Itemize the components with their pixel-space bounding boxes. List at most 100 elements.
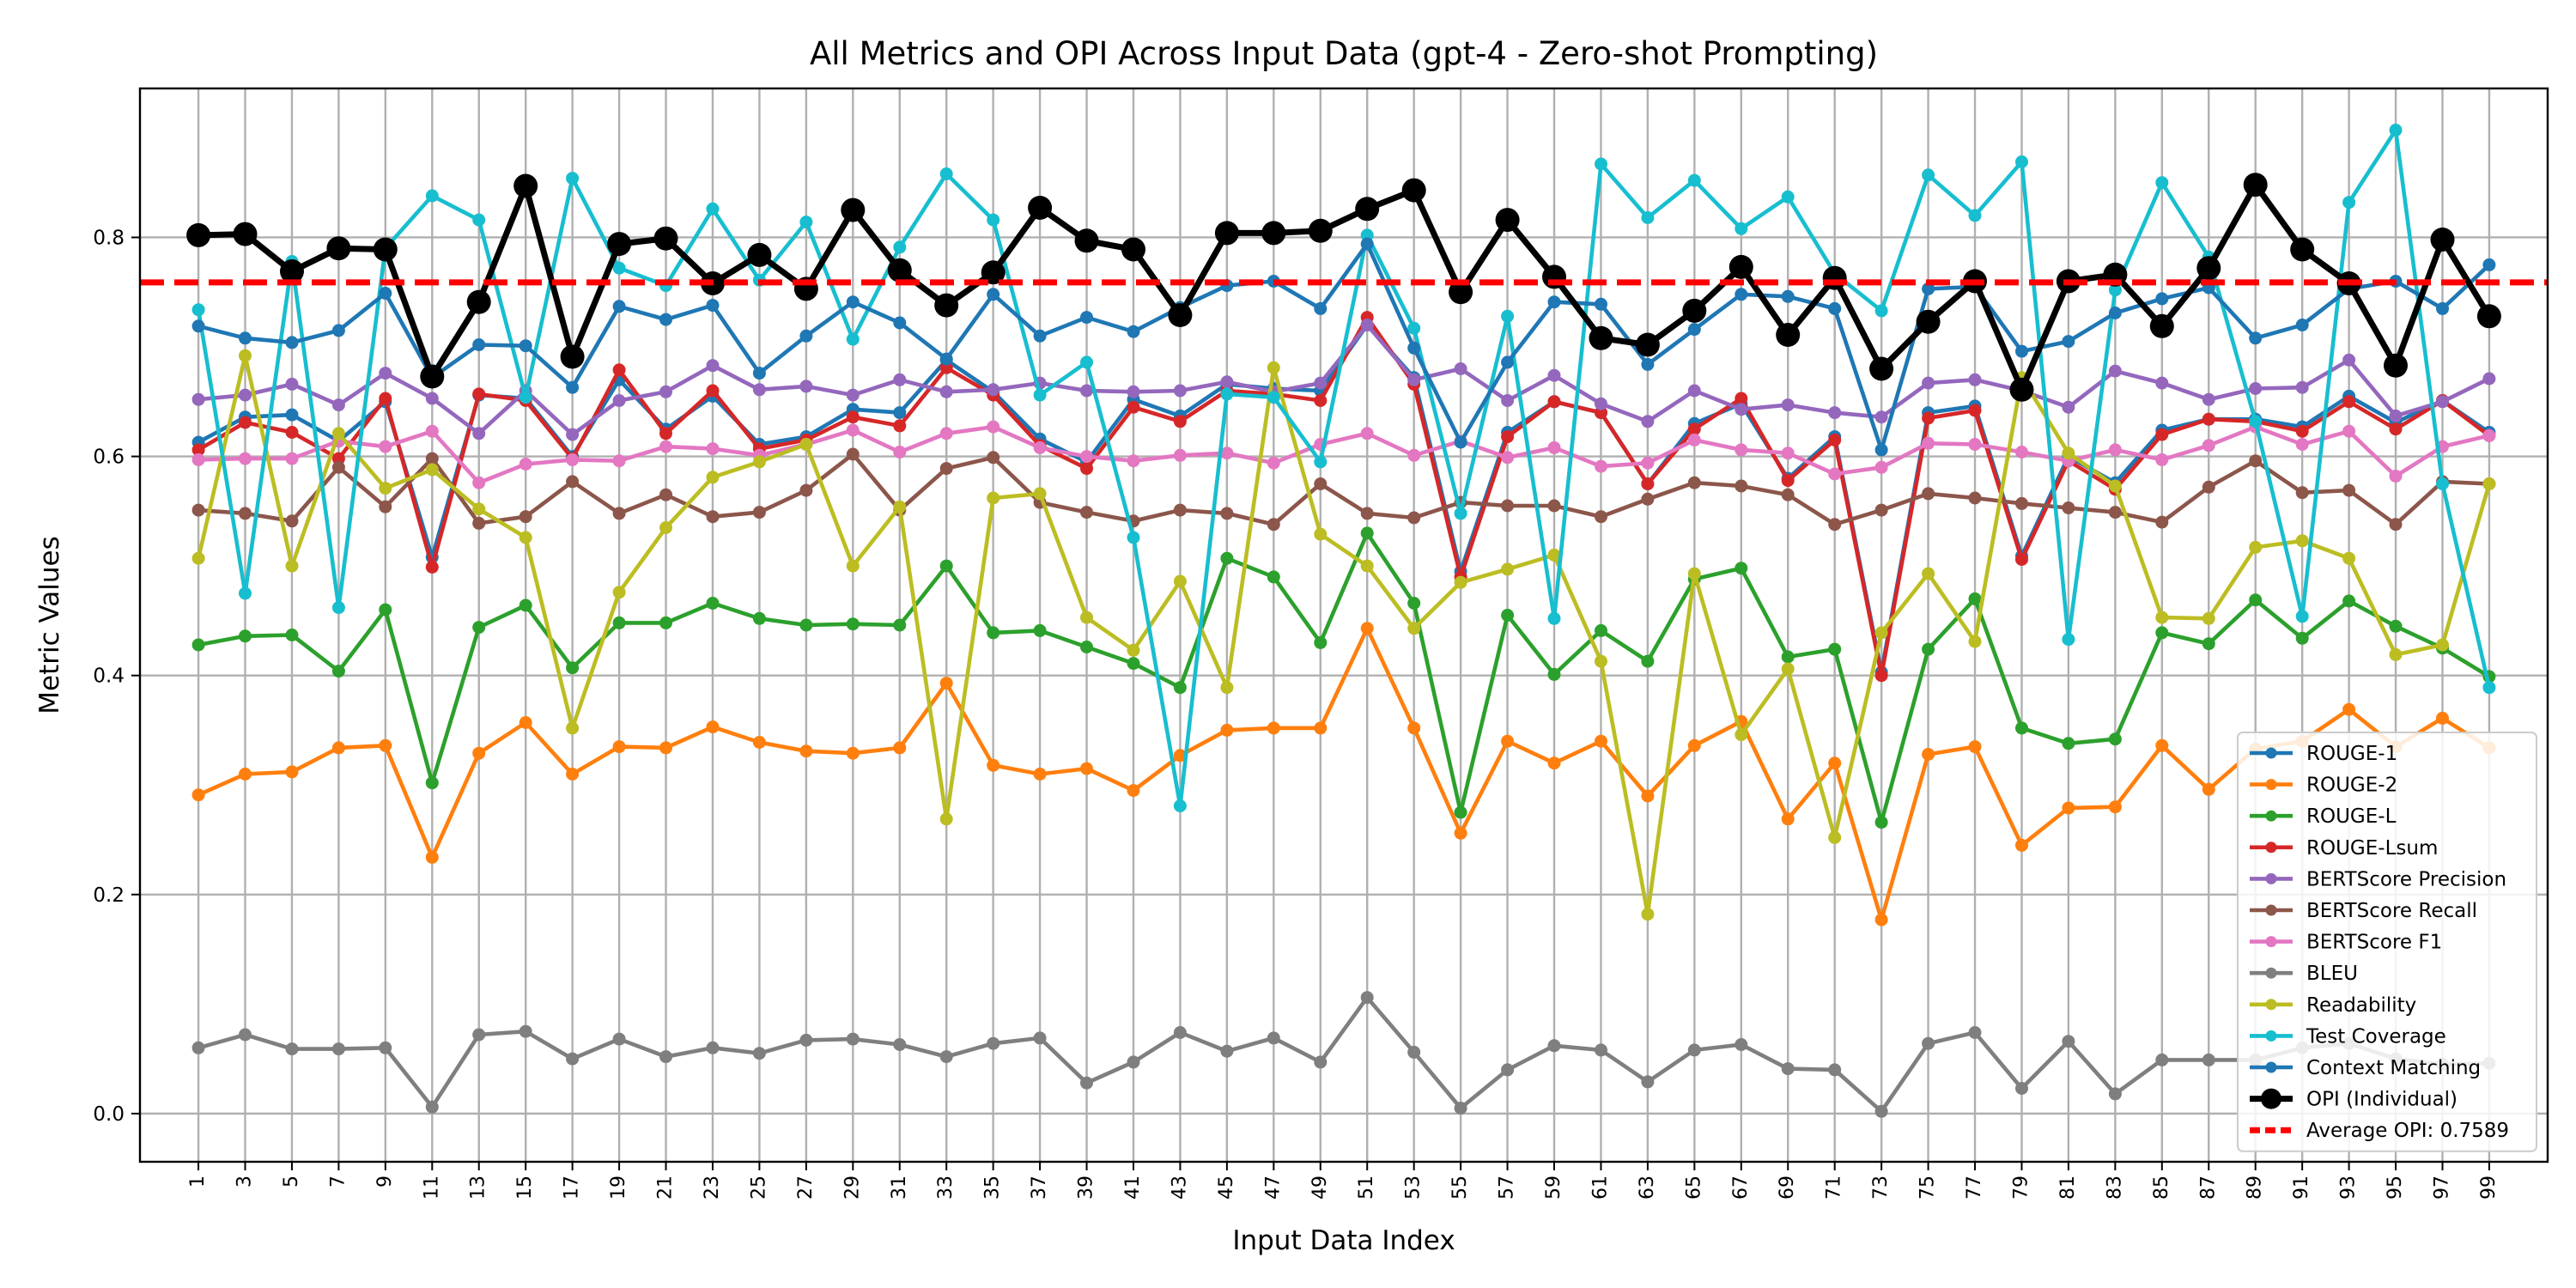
data-point-readability [1874, 626, 1888, 640]
data-point-context-matching [1407, 341, 1421, 355]
data-point-rouge-2 [939, 677, 953, 690]
data-point-bertscore-f1 [1220, 447, 1234, 460]
data-point-test-coverage [987, 213, 1000, 227]
data-point-rouge-lsum [893, 419, 907, 433]
data-point-bertscore-precision [2155, 376, 2169, 390]
legend-entry-average-opi-0-7589: Average OPI: 0.7589 [2250, 1120, 2509, 1142]
y-axis-label: Metric Values [34, 536, 65, 714]
data-point-bertscore-recall [519, 510, 532, 524]
x-axis-label: Input Data Index [1232, 1225, 1455, 1256]
data-point-test-coverage [2155, 176, 2169, 190]
data-point-rouge-1 [893, 406, 907, 420]
legend-entry-bleu: BLEU [2250, 963, 2358, 985]
data-point-context-matching [2249, 331, 2263, 345]
y-tick-label: 0.2 [93, 884, 125, 907]
data-point-test-coverage [1547, 611, 1561, 625]
data-point-bertscore-f1 [1080, 450, 1093, 464]
data-point-readability [519, 531, 532, 544]
data-point-readability [612, 586, 626, 599]
data-point-readability [1547, 548, 1561, 562]
series-line-readability [196, 353, 2492, 916]
data-point-rouge-lsum [1828, 433, 1842, 447]
x-tick-label: 27 [795, 1176, 817, 1200]
data-point-test-coverage [191, 303, 205, 317]
data-point-rouge-2 [659, 741, 672, 755]
legend-marker [2265, 747, 2277, 759]
data-point-opi-individual [513, 173, 538, 198]
data-point-context-matching [239, 331, 252, 345]
data-point-readability [2249, 540, 2263, 554]
data-point-readability [1922, 567, 1935, 580]
data-point-bertscore-f1 [191, 453, 205, 466]
data-point-bertscore-recall [566, 475, 580, 489]
x-tick-label: 95 [2385, 1176, 2406, 1200]
data-point-bertscore-f1 [846, 423, 860, 437]
data-point-readability [2436, 638, 2449, 652]
data-point-bertscore-f1 [1360, 427, 1374, 440]
data-point-opi-individual [1682, 298, 1707, 323]
data-point-bleu [191, 1041, 205, 1054]
data-point-rouge-2 [191, 788, 205, 802]
data-point-bertscore-precision [1407, 373, 1421, 386]
data-point-bertscore-recall [1220, 507, 1234, 520]
data-point-test-coverage [893, 240, 907, 254]
data-point-opi-individual [2476, 304, 2501, 329]
data-point-rouge-2 [987, 758, 1000, 772]
data-point-bertscore-recall [1080, 506, 1093, 519]
data-point-readability [1454, 575, 1467, 589]
series-line-test-coverage [196, 128, 2492, 808]
legend-entry-bertscore-f1: BERTScore F1 [2250, 932, 2442, 954]
series-line-context-matching [197, 241, 2491, 453]
data-point-readability [1501, 562, 1515, 576]
data-point-bertscore-precision [1314, 376, 1327, 390]
data-point-readability [799, 438, 813, 451]
data-point-opi-individual [1449, 280, 1473, 305]
data-point-bertscore-f1 [1874, 460, 1888, 474]
data-point-bertscore-precision [191, 392, 205, 406]
x-tick-label: 3 [234, 1176, 256, 1188]
data-point-context-matching [1828, 301, 1842, 315]
data-point-bertscore-recall [379, 500, 392, 513]
data-point-bertscore-precision [1781, 398, 1795, 412]
data-point-context-matching [379, 287, 392, 300]
data-point-bertscore-recall [659, 488, 672, 501]
data-point-readability [566, 721, 580, 735]
data-point-rouge-2 [2436, 711, 2449, 725]
x-tick-label: 75 [1917, 1176, 1939, 1200]
data-point-rouge-lsum [239, 416, 252, 429]
series-line-rouge-l [197, 531, 2491, 824]
data-point-context-matching [191, 319, 205, 333]
x-tick-label: 19 [608, 1176, 629, 1200]
data-point-opi-individual [2196, 256, 2221, 281]
data-point-bertscore-precision [1687, 384, 1701, 398]
data-point-bertscore-precision [1127, 385, 1140, 398]
data-point-rouge-2 [1968, 740, 1982, 754]
data-point-rouge-lsum [1968, 404, 1982, 417]
data-point-bertscore-recall [1173, 503, 1187, 517]
data-point-opi-individual [1728, 254, 1753, 279]
data-point-bleu [846, 1032, 860, 1046]
data-point-rouge-2 [2062, 801, 2075, 815]
data-point-rouge-lsum [1874, 669, 1888, 683]
data-point-bertscore-recall [799, 483, 813, 497]
series-bertscore-precision [191, 319, 2496, 441]
data-point-rouge-lsum [1501, 430, 1515, 444]
legend-label: Test Coverage [2306, 1025, 2446, 1048]
data-point-bertscore-recall [612, 507, 626, 520]
y-tick-label: 0.6 [93, 447, 125, 469]
x-tick-label: 43 [1169, 1176, 1190, 1200]
data-point-test-coverage [566, 172, 580, 185]
data-point-bertscore-precision [425, 392, 439, 405]
data-point-test-coverage [519, 391, 532, 404]
data-point-bertscore-precision [1874, 410, 1888, 424]
x-tick-label: 71 [1824, 1176, 1845, 1200]
data-point-rouge-l [1267, 570, 1280, 584]
data-point-context-matching [987, 288, 1000, 301]
data-point-test-coverage [1781, 190, 1795, 204]
chart-title: All Metrics and OPI Across Input Data (g… [810, 35, 1878, 72]
data-point-rouge-lsum [1080, 462, 1093, 476]
data-point-bertscore-f1 [1781, 447, 1795, 460]
data-point-bertscore-precision [1595, 397, 1607, 410]
data-point-bleu [1968, 1026, 1982, 1039]
data-point-bertscore-precision [846, 388, 860, 402]
